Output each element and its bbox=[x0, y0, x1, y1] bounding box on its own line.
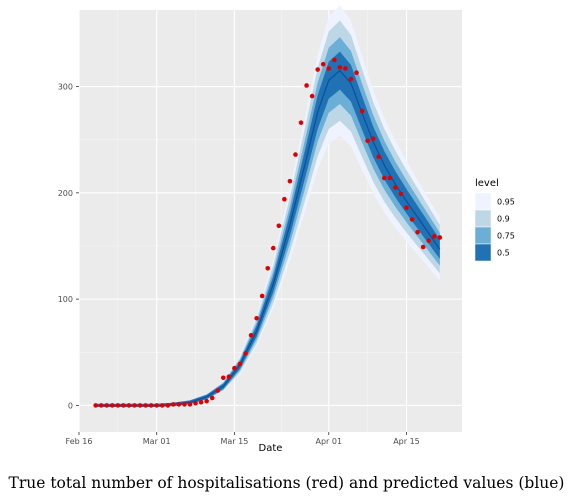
observed-point bbox=[93, 403, 98, 408]
observed-point bbox=[187, 402, 193, 407]
observed-point bbox=[137, 403, 143, 408]
y-tick-label: 100 bbox=[58, 295, 73, 304]
observed-point bbox=[237, 361, 243, 367]
observed-point bbox=[437, 235, 443, 240]
x-axis-title: Date bbox=[259, 443, 283, 454]
observed-point bbox=[209, 395, 215, 401]
legend-title: level bbox=[475, 178, 499, 189]
observed-point bbox=[176, 402, 182, 407]
observed-point bbox=[309, 93, 315, 99]
legend: level 0.95 0.9 0.75 0.5 bbox=[474, 178, 515, 262]
observed-point bbox=[298, 120, 304, 125]
observed-point bbox=[171, 402, 176, 407]
figure-caption: True total number of hospitalisations (r… bbox=[8, 474, 565, 492]
observed-point bbox=[332, 57, 337, 63]
observed-point bbox=[248, 332, 254, 338]
observed-point bbox=[343, 66, 348, 71]
observed-point bbox=[426, 238, 431, 243]
legend-label: 0.75 bbox=[497, 232, 515, 241]
observed-point bbox=[287, 178, 293, 184]
legend-key bbox=[474, 226, 492, 245]
x-tick-label: Apr 15 bbox=[393, 437, 420, 446]
observed-point bbox=[154, 403, 160, 408]
observed-point bbox=[398, 191, 404, 197]
observed-point bbox=[159, 403, 165, 408]
observed-points bbox=[93, 57, 443, 408]
observed-point bbox=[226, 374, 232, 380]
x-axis: Feb 16 Mar 01 Mar 15 Apr 01 Apr 15 bbox=[66, 432, 420, 446]
x-tick-label: Apr 01 bbox=[316, 437, 343, 446]
legend-label: 0.5 bbox=[497, 249, 510, 258]
observed-point bbox=[337, 65, 343, 70]
observed-point bbox=[404, 205, 409, 211]
observed-point bbox=[221, 375, 226, 381]
observed-point bbox=[98, 403, 104, 408]
observed-point bbox=[365, 138, 370, 144]
observed-point bbox=[204, 398, 209, 404]
observed-point bbox=[193, 400, 198, 406]
observed-point bbox=[254, 315, 259, 321]
observed-point bbox=[381, 175, 387, 181]
observed-point bbox=[326, 66, 332, 71]
prediction-bands bbox=[95, 5, 440, 408]
x-tick-label: Mar 01 bbox=[143, 437, 171, 446]
observed-point bbox=[409, 217, 415, 222]
y-axis: 0 100 200 300 bbox=[58, 83, 79, 410]
observed-point bbox=[431, 234, 437, 239]
observed-point bbox=[315, 67, 320, 72]
observed-point bbox=[282, 196, 287, 202]
observed-point bbox=[165, 403, 171, 408]
observed-point bbox=[276, 223, 282, 229]
observed-point bbox=[259, 293, 265, 299]
x-tick-label: Mar 15 bbox=[221, 437, 249, 446]
observed-point bbox=[215, 388, 221, 393]
y-tick-label: 0 bbox=[68, 401, 73, 410]
legend-key bbox=[474, 243, 492, 262]
observed-point bbox=[415, 229, 420, 235]
legend-key bbox=[474, 209, 492, 228]
x-tick-label: Feb 16 bbox=[66, 437, 93, 446]
observed-point bbox=[393, 185, 398, 190]
y-tick-label: 200 bbox=[58, 189, 73, 198]
observed-point bbox=[121, 403, 126, 408]
observed-point bbox=[304, 83, 309, 88]
observed-point bbox=[359, 108, 365, 114]
observed-point bbox=[354, 70, 359, 76]
observed-point bbox=[104, 403, 110, 408]
observed-point bbox=[376, 154, 382, 159]
observed-point bbox=[387, 175, 393, 181]
observed-point bbox=[198, 399, 204, 405]
observed-point bbox=[370, 136, 376, 141]
observed-point bbox=[270, 245, 276, 251]
observed-point bbox=[182, 402, 187, 407]
legend-label: 0.95 bbox=[497, 198, 515, 207]
observed-point bbox=[132, 403, 137, 408]
observed-point bbox=[143, 403, 148, 408]
observed-point bbox=[148, 403, 154, 408]
observed-point bbox=[243, 351, 248, 356]
observed-point bbox=[348, 76, 354, 82]
observed-point bbox=[320, 61, 326, 67]
observed-point bbox=[110, 403, 115, 408]
observed-point bbox=[232, 365, 237, 371]
observed-point bbox=[115, 403, 121, 408]
y-tick-label: 300 bbox=[58, 83, 73, 92]
observed-point bbox=[293, 152, 298, 157]
observed-point bbox=[265, 266, 271, 271]
legend-label: 0.9 bbox=[497, 215, 510, 224]
legend-key bbox=[474, 192, 492, 211]
observed-point bbox=[420, 244, 426, 250]
hospitalisations-chart: 0 100 200 300 Feb 16 Mar 01 Mar 15 Apr 01 Apr 1… bbox=[58, 5, 515, 454]
observed-point bbox=[126, 403, 132, 408]
